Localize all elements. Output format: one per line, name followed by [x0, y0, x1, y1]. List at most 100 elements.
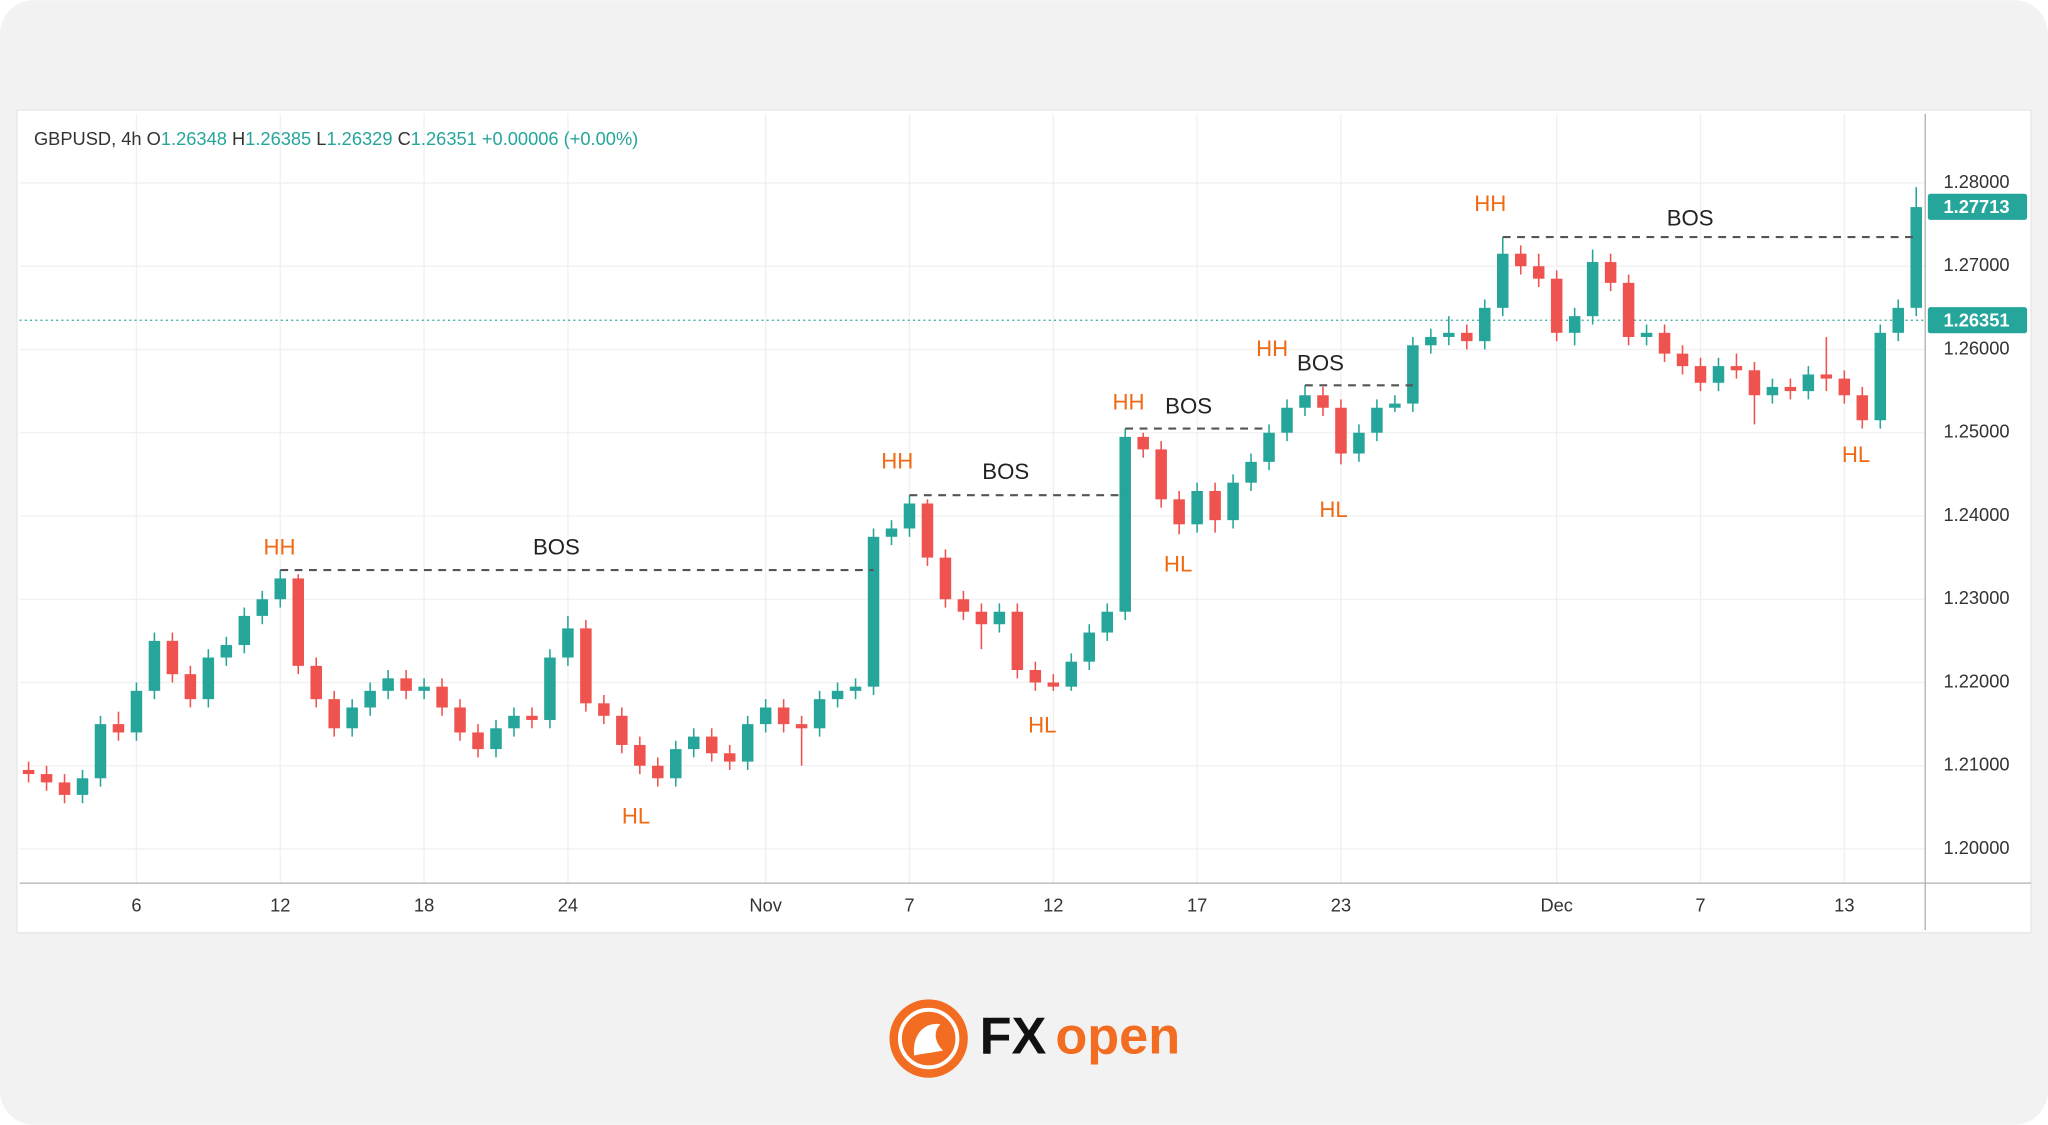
x-tick-label: 7: [904, 894, 914, 915]
candle-body: [1371, 407, 1383, 433]
candle-body: [1676, 353, 1689, 367]
y-tick-label: 1.26000: [1944, 337, 2010, 358]
candle-body: [148, 640, 161, 691]
y-tick-label: 1.20000: [1944, 837, 2010, 858]
candle-body: [975, 611, 988, 625]
candle-body: [1065, 661, 1078, 687]
annotation: HH: [881, 448, 913, 473]
x-tick-label: Dec: [1540, 894, 1572, 915]
x-tick-label: 23: [1331, 894, 1351, 915]
candle-body: [1479, 307, 1491, 342]
candle-body: [1137, 436, 1149, 450]
candle-body: [94, 724, 107, 779]
change: +0.00006 (+0.00%): [482, 128, 638, 149]
candle-body: [346, 707, 358, 729]
candle-body: [1083, 632, 1096, 662]
candle-body: [310, 665, 322, 700]
candle-body: [1532, 266, 1545, 279]
candle-body: [903, 503, 916, 529]
logo-text-fx: FX: [980, 1008, 1047, 1066]
candle-body: [1730, 366, 1743, 371]
candle-body: [1748, 370, 1761, 396]
candle-body: [112, 724, 125, 733]
candle-body: [22, 769, 35, 775]
candle-body: [382, 678, 394, 691]
candle-body: [1407, 345, 1419, 404]
candle-body: [598, 703, 610, 716]
candle-body: [1209, 491, 1221, 521]
candle-body: [1892, 307, 1905, 333]
field-label: O: [147, 128, 161, 149]
candle-body: [993, 611, 1006, 625]
candle-body: [723, 753, 736, 762]
annotation: BOS: [1165, 394, 1212, 419]
candle-body: [1029, 670, 1042, 683]
candle-body: [1784, 386, 1797, 392]
candle-body: [1658, 332, 1671, 354]
candle-body: [1604, 262, 1617, 283]
candle-body: [76, 778, 89, 795]
annotation: HL: [1319, 497, 1347, 522]
candle-body: [1011, 611, 1024, 671]
candle-body: [867, 536, 880, 687]
y-tick-label: 1.28000: [1944, 171, 2010, 192]
candle-body: [418, 686, 430, 691]
candle-body: [957, 599, 970, 612]
candle-body: [741, 724, 754, 762]
candle-body: [1425, 336, 1437, 346]
x-tick-label: 17: [1187, 894, 1207, 915]
x-tick-label: 12: [1043, 894, 1063, 915]
field-label: H: [232, 128, 245, 149]
candle-body: [454, 707, 466, 733]
annotation: BOS: [1297, 350, 1344, 375]
candle-body: [40, 774, 53, 783]
candle-body: [1568, 316, 1581, 333]
candle-body: [831, 690, 844, 700]
y-tick-label: 1.25000: [1944, 421, 2010, 442]
price-badge: [1927, 307, 2028, 334]
x-tick-label: 12: [270, 894, 290, 915]
candle-body: [274, 578, 287, 600]
candle-body: [166, 640, 179, 675]
candle-body: [1443, 332, 1455, 337]
price-badge-label: 1.27713: [1944, 196, 2010, 217]
candle-body: [1820, 374, 1833, 379]
candle-body: [490, 728, 502, 750]
annotation: HL: [622, 804, 650, 829]
y-tick-label: 1.27000: [1944, 254, 2010, 275]
field-label: C: [398, 128, 411, 149]
candle-body: [705, 736, 718, 754]
candle-body: [1640, 332, 1653, 337]
candle-body: [1317, 395, 1329, 408]
candle-body: [400, 678, 412, 691]
candle-body: [1766, 386, 1779, 396]
candle-body: [184, 674, 197, 700]
candle-body: [238, 615, 251, 646]
x-tick-label: 24: [558, 894, 578, 915]
candle-body: [1281, 407, 1293, 433]
candle-body: [939, 557, 952, 600]
x-tick-label: Nov: [749, 894, 782, 915]
logo-text-open: open: [1055, 1008, 1180, 1066]
logo-icon: [889, 999, 968, 1078]
candle-body: [1586, 262, 1599, 317]
candle-body: [616, 715, 628, 745]
candle-body: [436, 686, 448, 708]
annotation: HH: [1112, 390, 1144, 415]
candle-body: [795, 724, 808, 729]
candle-body: [526, 715, 538, 720]
candle-body: [472, 732, 484, 750]
candle-body: [1335, 407, 1347, 454]
annotation: HL: [1028, 712, 1056, 737]
candle-body: [634, 744, 646, 766]
candle-body: [1802, 374, 1815, 392]
candle-body: [508, 715, 520, 729]
candle-body: [580, 628, 592, 704]
candle-body: [1712, 366, 1725, 383]
annotation: BOS: [982, 459, 1029, 484]
candle-body: [1389, 403, 1401, 408]
field-value: 1.26385: [245, 128, 311, 149]
candle-body: [1173, 499, 1185, 525]
candle-body: [885, 528, 898, 537]
